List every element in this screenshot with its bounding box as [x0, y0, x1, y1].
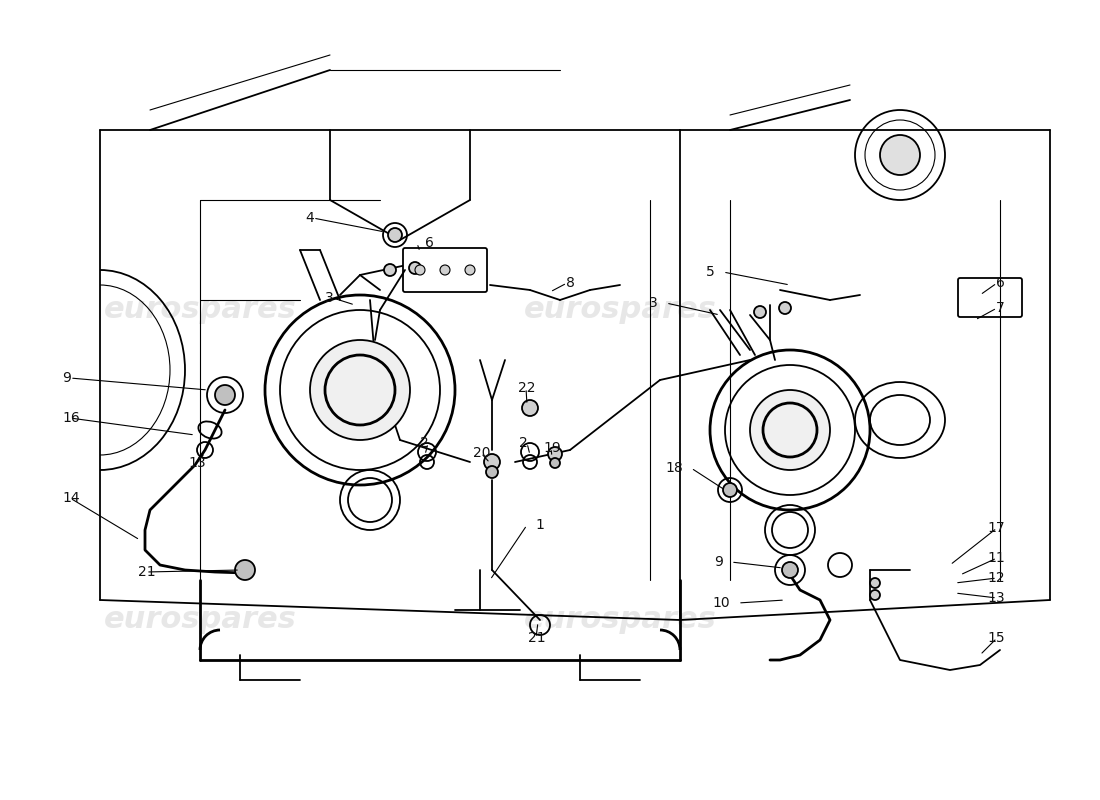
Circle shape — [750, 390, 830, 470]
Text: 14: 14 — [62, 491, 79, 505]
Circle shape — [522, 400, 538, 416]
Circle shape — [779, 302, 791, 314]
Circle shape — [782, 562, 797, 578]
Text: 6: 6 — [425, 236, 433, 250]
Text: eurospares: eurospares — [524, 295, 716, 325]
Text: 3: 3 — [649, 296, 658, 310]
Circle shape — [409, 262, 421, 274]
Text: 16: 16 — [62, 411, 79, 425]
Text: 22: 22 — [518, 381, 536, 395]
Text: 12: 12 — [988, 571, 1005, 585]
Text: 10: 10 — [713, 596, 730, 610]
Circle shape — [235, 560, 255, 580]
Text: eurospares: eurospares — [103, 606, 296, 634]
Circle shape — [310, 340, 410, 440]
Text: 21: 21 — [528, 631, 546, 645]
Circle shape — [465, 265, 475, 275]
Circle shape — [415, 265, 425, 275]
Text: 7: 7 — [997, 301, 1005, 315]
Circle shape — [754, 306, 766, 318]
Text: 18: 18 — [666, 461, 683, 475]
FancyBboxPatch shape — [958, 278, 1022, 317]
Text: 19: 19 — [543, 441, 561, 455]
Circle shape — [870, 590, 880, 600]
Text: 21: 21 — [138, 565, 155, 579]
Circle shape — [550, 458, 560, 468]
Text: 1: 1 — [535, 518, 543, 532]
Text: eurospares: eurospares — [103, 295, 296, 325]
Text: 13: 13 — [988, 591, 1005, 605]
Text: 11: 11 — [988, 551, 1005, 565]
Text: 17: 17 — [988, 521, 1005, 535]
Text: 15: 15 — [988, 631, 1005, 645]
Text: 6: 6 — [997, 276, 1005, 290]
Circle shape — [214, 385, 235, 405]
Circle shape — [384, 264, 396, 276]
Circle shape — [484, 454, 500, 470]
Circle shape — [440, 265, 450, 275]
Text: 20: 20 — [473, 446, 491, 460]
Text: 2: 2 — [519, 436, 528, 450]
Text: 3: 3 — [324, 291, 333, 305]
Circle shape — [388, 228, 401, 242]
Circle shape — [880, 135, 920, 175]
Text: eurospares: eurospares — [524, 606, 716, 634]
Text: 2: 2 — [420, 436, 429, 450]
FancyBboxPatch shape — [403, 248, 487, 292]
Text: 5: 5 — [706, 265, 715, 279]
Text: 4: 4 — [305, 211, 314, 225]
Text: 8: 8 — [566, 276, 575, 290]
Text: 9: 9 — [714, 555, 723, 569]
Circle shape — [548, 447, 562, 461]
Text: 9: 9 — [62, 371, 70, 385]
Text: 13: 13 — [188, 456, 206, 470]
Circle shape — [723, 483, 737, 497]
Circle shape — [486, 466, 498, 478]
Circle shape — [870, 578, 880, 588]
